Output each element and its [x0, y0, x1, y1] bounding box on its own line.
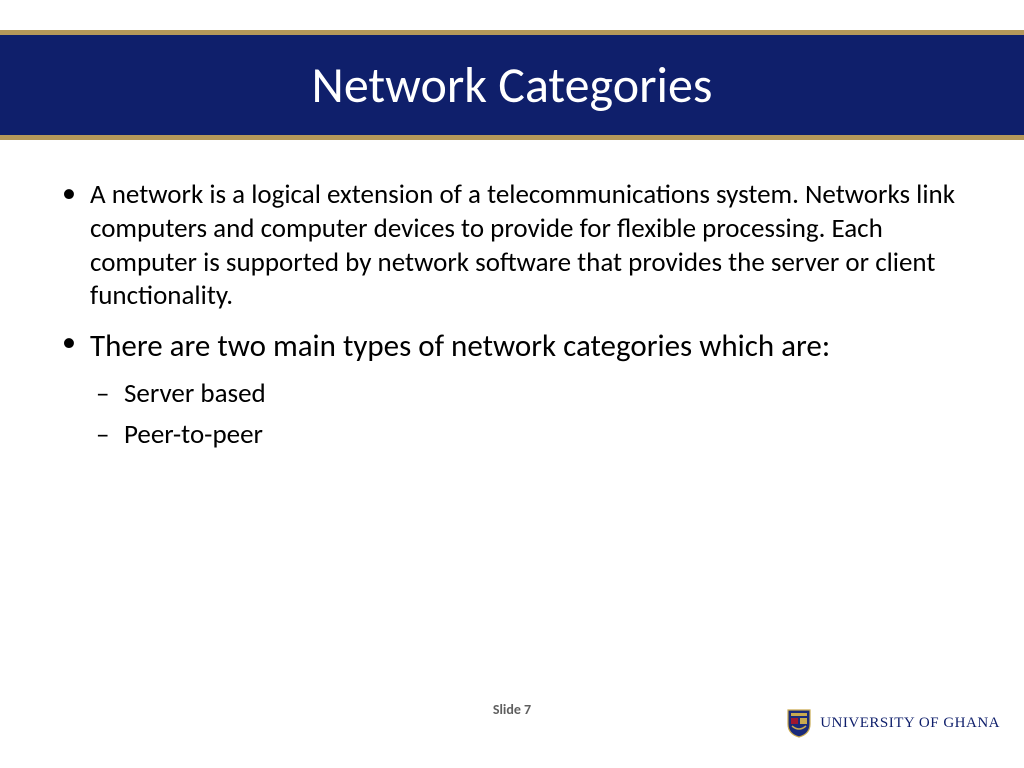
sub-bullet-text: Server based — [124, 377, 266, 410]
bullet-text: There are two main types of network cate… — [90, 327, 830, 365]
crest-icon — [786, 708, 812, 738]
slide-title: Network Categories — [312, 55, 713, 116]
bullet-item: There are two main types of network cate… — [50, 327, 974, 452]
footer-logo: UNIVERSITY OF GHANA — [786, 708, 1000, 738]
title-band: Network Categories — [0, 30, 1024, 140]
org-name: UNIVERSITY OF GHANA — [820, 715, 1000, 732]
sub-bullet-list: Server based Peer-to-peer — [90, 376, 974, 452]
bullet-item: A network is a logical extension of a te… — [50, 178, 974, 313]
bullet-list: A network is a logical extension of a te… — [50, 178, 974, 452]
sub-bullet-item: Peer-to-peer — [90, 417, 974, 452]
content-area: A network is a logical extension of a te… — [50, 178, 974, 466]
sub-bullet-text: Peer-to-peer — [124, 418, 263, 451]
bullet-text: A network is a logical extension of a te… — [90, 178, 955, 312]
sub-bullet-item: Server based — [90, 376, 974, 411]
slide: Network Categories A network is a logica… — [0, 0, 1024, 768]
